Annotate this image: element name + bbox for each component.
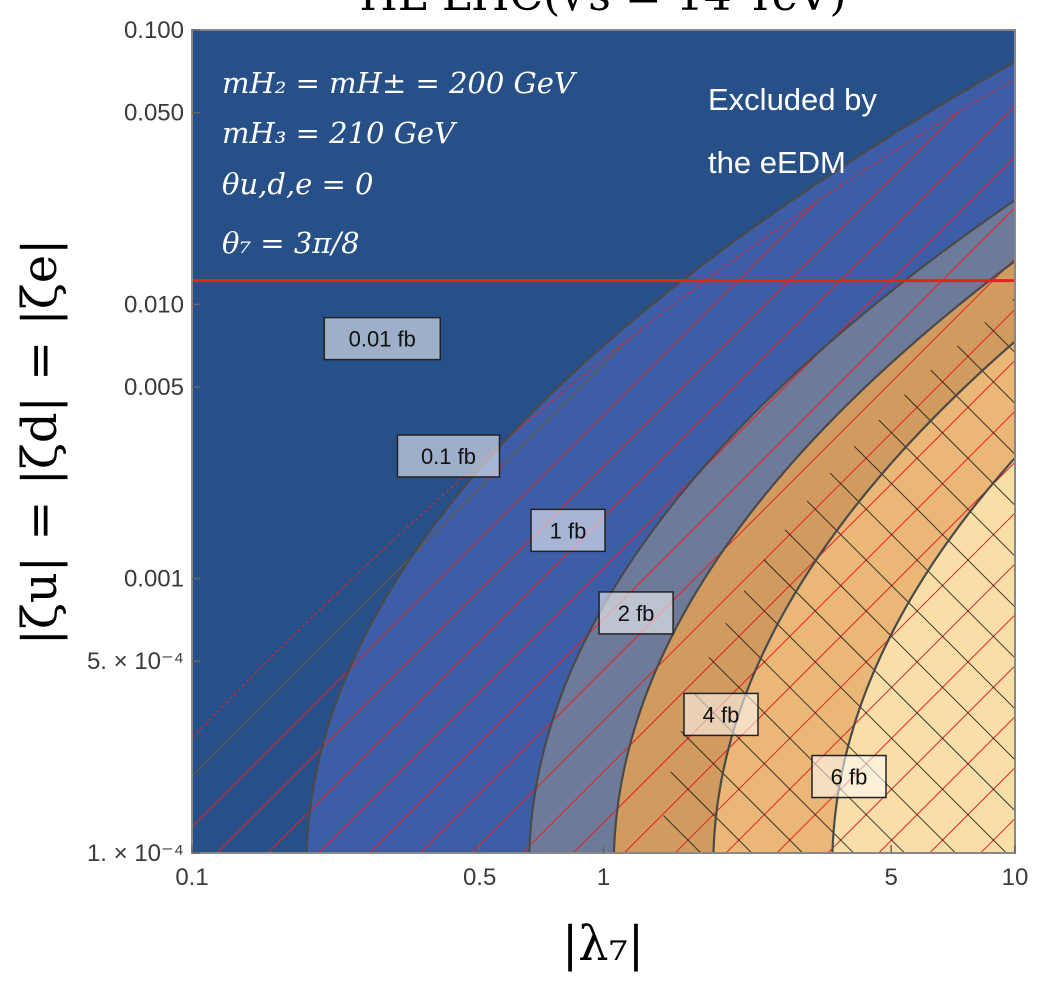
parameter-block: mH₂ = mH± = 200 GeV mH₃ = 210 GeV θu,d,e… <box>222 66 578 260</box>
contour-line-6-fb <box>1013 832 1015 853</box>
param-masses: mH₂ = mH± = 200 GeV <box>222 66 578 100</box>
contour-line-0.1-fb <box>528 198 1015 853</box>
param-theta-ude: θu,d,e = 0 <box>222 167 374 201</box>
x-axis-title: |λ₇| <box>562 916 644 972</box>
y-tick-label: 5. × 10⁻⁴ <box>87 648 184 675</box>
contour-label-box <box>683 692 759 737</box>
x-tick-label: 10 <box>1002 864 1029 891</box>
y-axis-title: |ζu| = |ζd| = |ζe| <box>12 239 68 646</box>
x-tick-label: 5 <box>884 864 897 891</box>
contour-label-box <box>323 316 442 361</box>
contour-label-text: 2 fb <box>618 601 655 626</box>
param-mh3: mH₃ = 210 GeV <box>222 116 458 150</box>
excluded-label-line1: Excluded by <box>708 82 877 117</box>
excluded-label-line2: the eEDM <box>708 145 846 180</box>
contour-label-box <box>530 508 606 553</box>
param-theta7: θ₇ = 3π/8 <box>222 226 360 260</box>
y-tick-label: 1. × 10⁻⁴ <box>87 840 184 867</box>
contour-line-0.01-fb <box>305 60 1015 853</box>
y-tick-label: 0.100 <box>124 17 184 44</box>
y-tick-label: 0.001 <box>124 566 184 593</box>
contour-labels: 0.01 fb 0.1 fb 1 fb 2 fb 4 fb 6 fb <box>323 316 887 799</box>
contour-label-box <box>396 434 501 478</box>
y-tick-label: 0.050 <box>124 100 184 127</box>
x-tick-label: 0.1 <box>175 864 208 891</box>
edm-boundary <box>192 78 1015 739</box>
region-above-6-fb <box>1015 30 1042 863</box>
contour-label-box <box>598 591 674 635</box>
contour-label-box <box>811 754 887 799</box>
y-tick-label: 0.010 <box>124 291 184 318</box>
contour-line-1-fb <box>612 259 1015 853</box>
contour-label-text: 4 fb <box>703 702 740 727</box>
x-tick-label: 1 <box>597 864 610 891</box>
y-tick-label: 0.005 <box>124 374 184 401</box>
contour-label-text: 1 fb <box>550 518 587 543</box>
x-tick-label: 0.5 <box>463 864 496 891</box>
contour-label-text: 0.1 fb <box>421 444 476 469</box>
contour-label-text: 0.01 fb <box>349 327 416 352</box>
contour-line-4-fb <box>831 456 1015 853</box>
axis-ticks: 0.1 0.5 1 5 10 0.100 0.050 0.010 0.005 0.001 5. × … <box>87 17 1028 891</box>
chart-title: HL-LHC(√s = 14 TeV) <box>359 0 846 21</box>
contour-label-text: 6 fb <box>831 765 868 790</box>
